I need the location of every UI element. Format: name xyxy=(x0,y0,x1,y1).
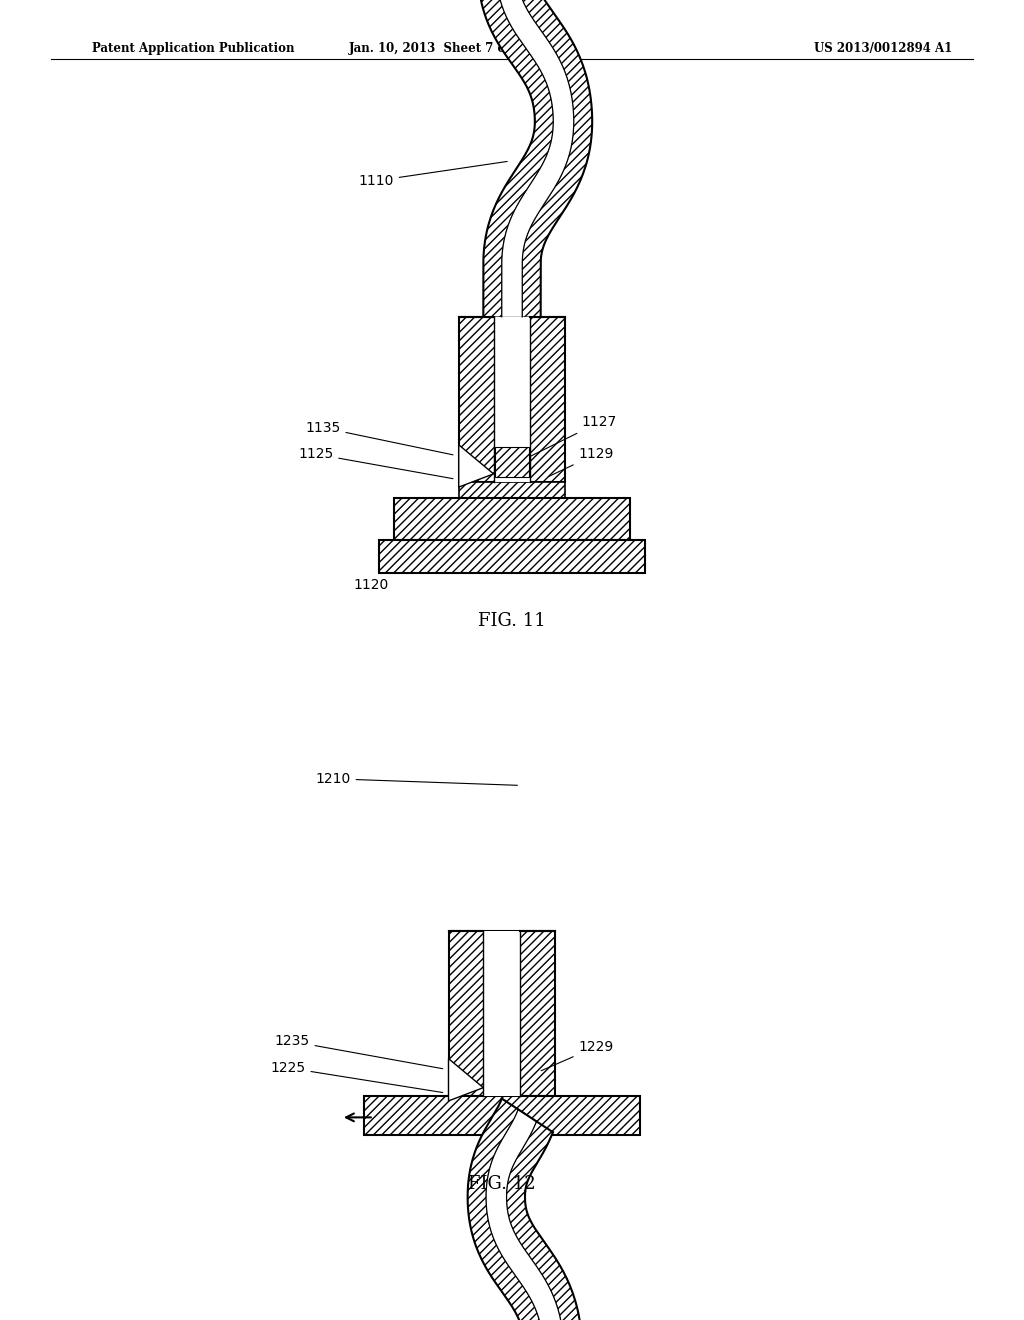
Polygon shape xyxy=(478,0,553,317)
Polygon shape xyxy=(449,1059,483,1101)
Text: US 2013/0012894 A1: US 2013/0012894 A1 xyxy=(814,42,952,55)
Polygon shape xyxy=(459,445,494,487)
Bar xyxy=(364,1096,640,1135)
Text: FIG. 11: FIG. 11 xyxy=(478,612,546,631)
Bar xyxy=(394,498,630,540)
Bar xyxy=(379,540,645,573)
Text: 1229: 1229 xyxy=(541,1040,613,1071)
Text: 1120: 1120 xyxy=(353,578,388,591)
Text: 1235: 1235 xyxy=(274,1035,442,1069)
Text: Jan. 10, 2013  Sheet 7 of 13: Jan. 10, 2013 Sheet 7 of 13 xyxy=(349,42,531,55)
Text: FIG. 12: FIG. 12 xyxy=(468,1175,536,1193)
Bar xyxy=(483,931,520,1096)
Text: 1127: 1127 xyxy=(520,416,616,462)
Polygon shape xyxy=(468,1098,543,1320)
Polygon shape xyxy=(517,0,592,317)
Polygon shape xyxy=(486,1109,563,1320)
Bar xyxy=(459,482,565,498)
Text: 1210: 1210 xyxy=(315,772,517,785)
Polygon shape xyxy=(497,0,573,317)
Text: 1125: 1125 xyxy=(298,447,453,479)
Bar xyxy=(494,317,530,482)
Bar xyxy=(495,447,529,477)
Bar xyxy=(449,931,555,1096)
Text: Patent Application Publication: Patent Application Publication xyxy=(92,42,295,55)
Polygon shape xyxy=(507,1122,582,1320)
Text: 1110: 1110 xyxy=(358,161,507,187)
Text: 1225: 1225 xyxy=(270,1061,442,1093)
Bar xyxy=(459,317,565,482)
Text: 1135: 1135 xyxy=(305,421,453,455)
Text: 1129: 1129 xyxy=(548,447,614,477)
